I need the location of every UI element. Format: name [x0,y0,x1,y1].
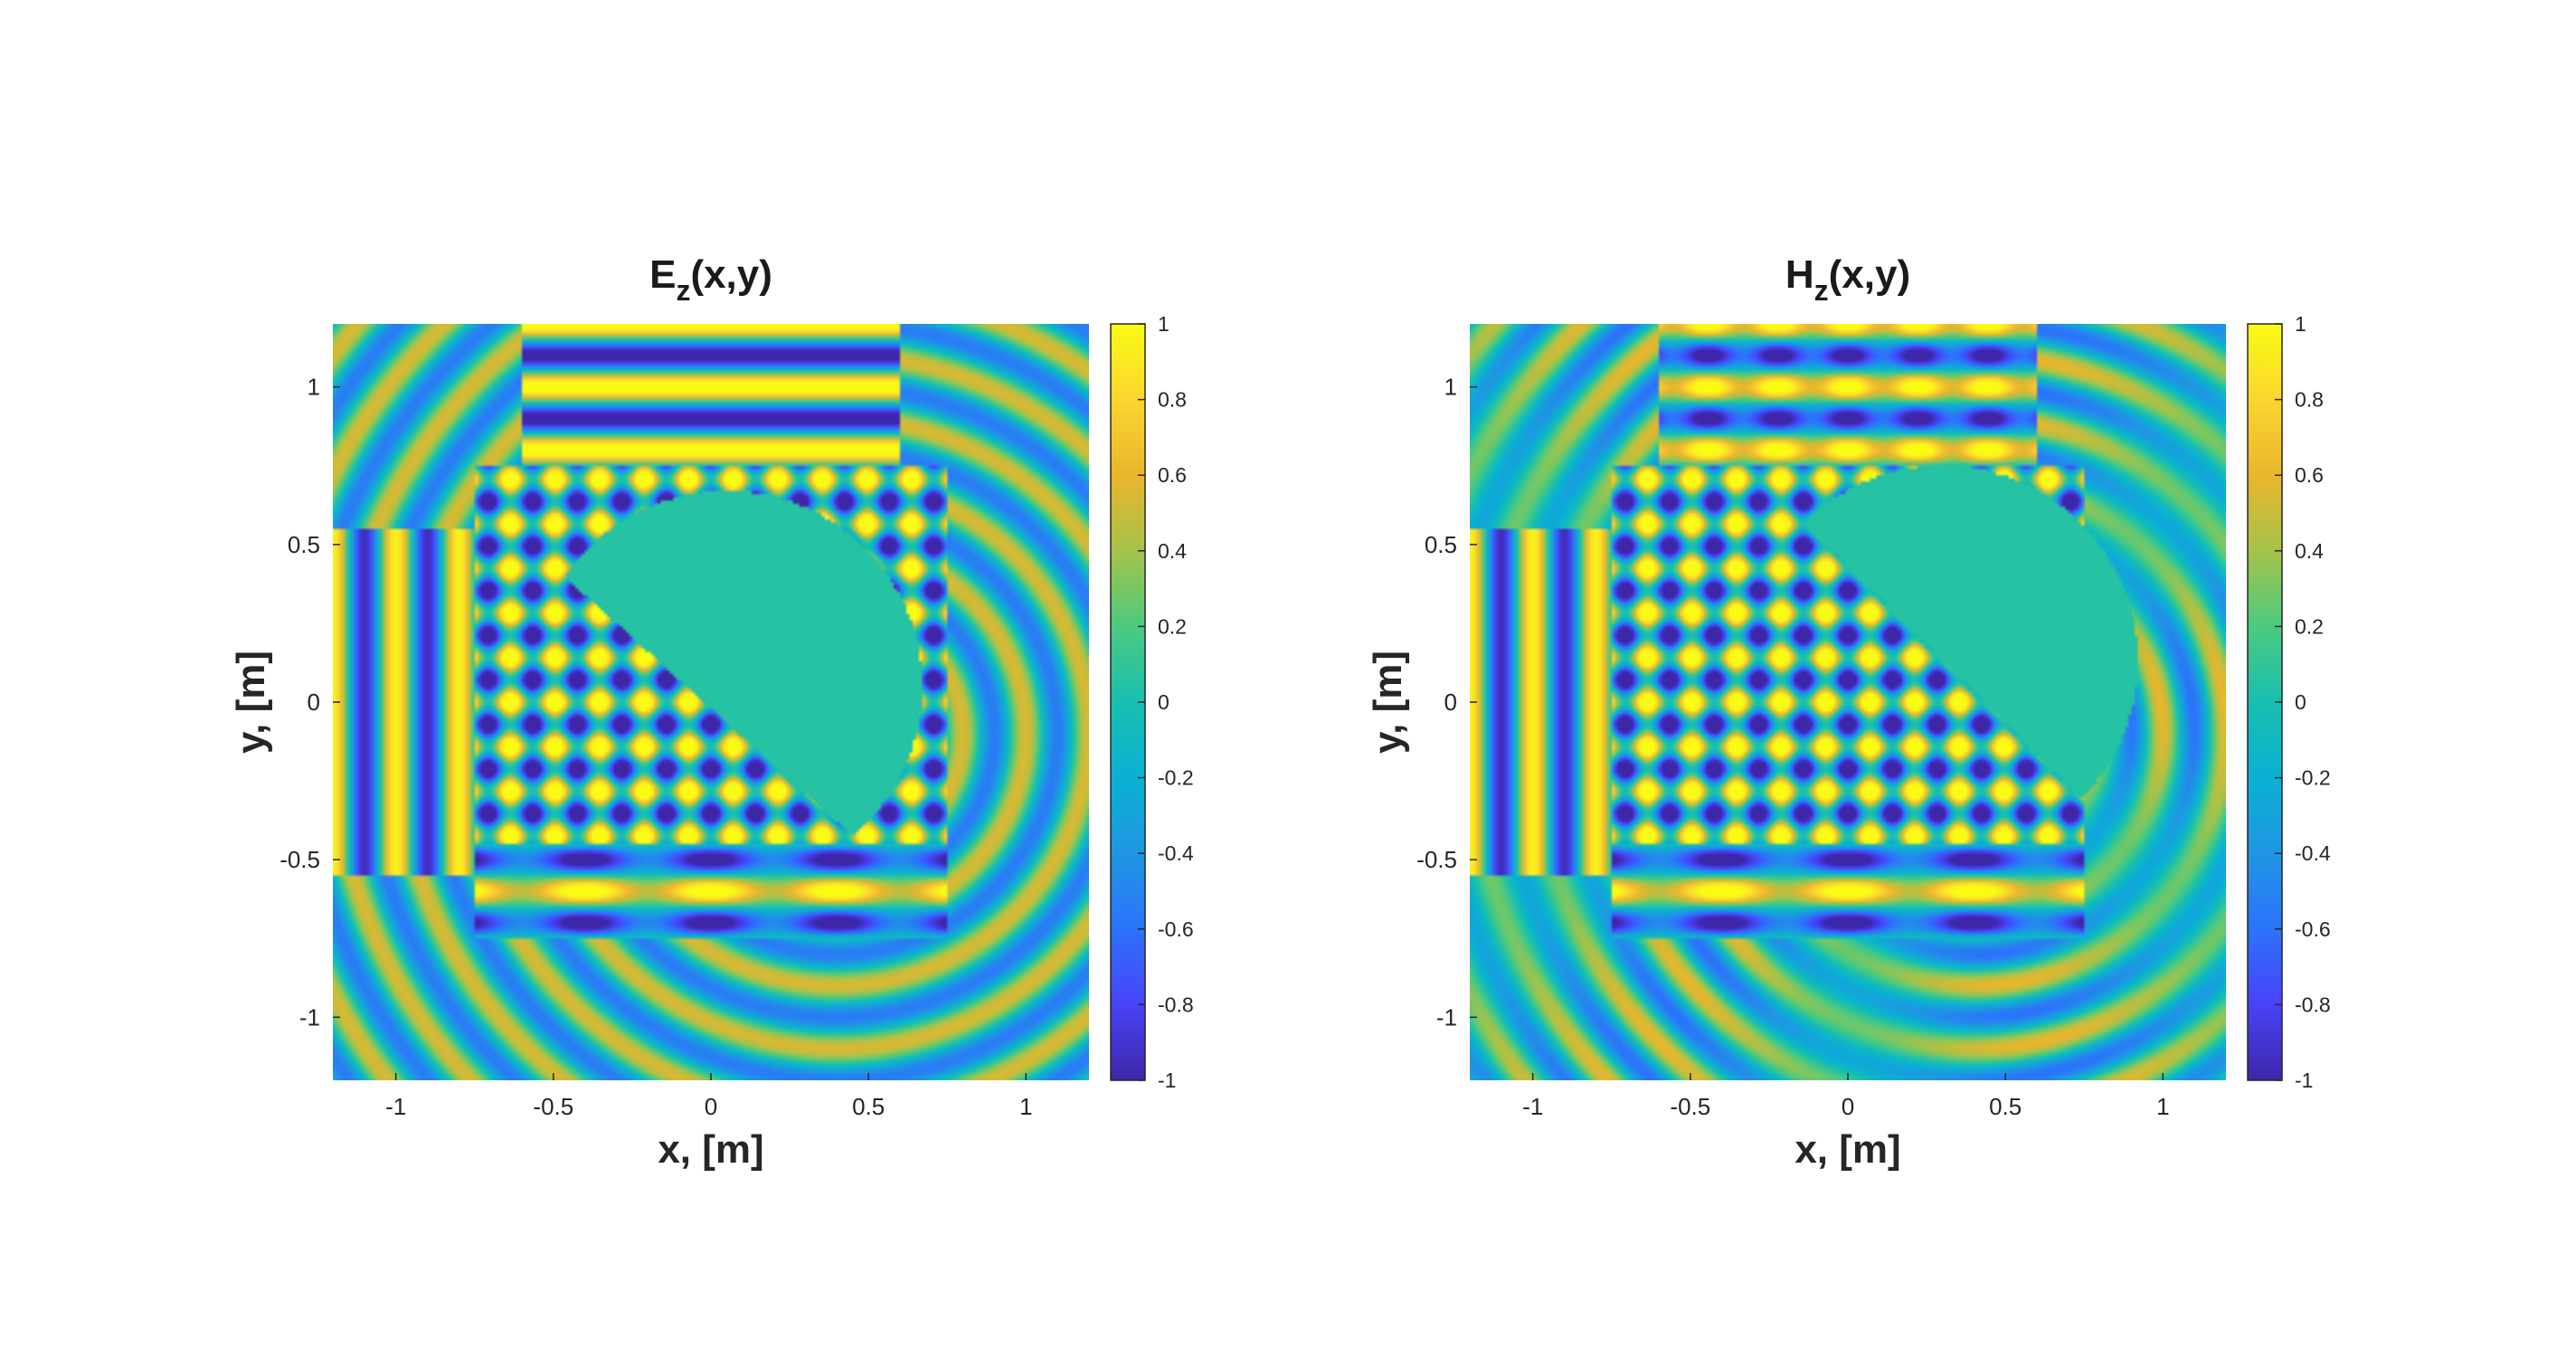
colorbar-tick-label: 0.4 [1158,539,1187,563]
x-axis-label: x, [m] [1795,1127,1900,1172]
colorbar-tick-label: 1 [2295,312,2306,336]
colorbar-tick-label: -0.8 [2295,993,2331,1016]
y-tick-label: 0.5 [288,531,320,558]
y-tick-label: 0 [308,689,320,716]
colorbar-tick-label: -0.8 [1158,993,1194,1016]
colorbar-tick-label: -0.6 [1158,917,1194,941]
panel-hz: Hz(x,y) -1 -0.5 0 0.5 1 -1 -0.5 0 0.5 1 x, [m] y,… [1366,252,2331,1172]
colorbar-tick-label: -1 [2295,1069,2313,1092]
x-tick-label: 1 [1019,1093,1032,1120]
y-tick-label: 0.5 [1425,531,1457,558]
y-tick-label: 1 [1444,374,1457,401]
colorbar-tick-label: 0.2 [1158,614,1187,638]
colorbar-tick-label: 0.6 [2295,463,2324,487]
y-tick-label: -1 [299,1003,320,1031]
x-tick-label: -1 [1522,1093,1543,1120]
chart-title: Ez(x,y) [649,252,772,307]
x-tick-label: 0 [1842,1093,1854,1120]
colorbar-tick-label: 0.8 [1158,388,1187,412]
x-axis-label: x, [m] [658,1127,763,1172]
colorbar-tick-label: -1 [1158,1069,1176,1092]
y-tick-label: -0.5 [279,846,320,873]
y-tick-label: 1 [308,374,320,401]
y-axis-label: y, [m] [1366,651,1410,754]
x-tick-label: -1 [385,1093,406,1120]
axis-ticks: -1 -0.5 0 0.5 1 -1 -0.5 0 0.5 1 [1416,374,2169,1120]
colorbar-tick-label: 0.8 [2295,388,2324,412]
heatmap-image [333,324,1089,1080]
colorbar-tick-label: 1 [1158,312,1170,336]
colorbar-ticks: -1 -0.8 -0.6 -0.4 -0.2 0 0.2 0.4 0.6 0.8 1 [2275,312,2331,1092]
colorbar-tick-label: -0.6 [2295,917,2331,941]
x-tick-label: 0.5 [1989,1093,2022,1120]
colorbar-tick-label: 0.6 [1158,463,1187,487]
colorbar-tick-label: -0.2 [1158,766,1194,790]
colorbar-tick-label: -0.4 [2295,841,2331,865]
x-tick-label: -0.5 [1670,1093,1710,1120]
x-tick-label: 0 [705,1093,717,1120]
y-tick-label: -0.5 [1416,846,1457,873]
colorbar-tick-label: 0.4 [2295,539,2324,563]
x-tick-label: -0.5 [533,1093,573,1120]
x-tick-label: 0.5 [852,1093,885,1120]
y-tick-label: 0 [1444,689,1457,716]
colorbar-tick-label: -0.2 [2295,766,2331,790]
heatmap-image [1470,324,2226,1080]
colorbar-ticks: -1 -0.8 -0.6 -0.4 -0.2 0 0.2 0.4 0.6 0.8 1 [1138,312,1194,1092]
y-tick-label: -1 [1436,1003,1457,1031]
x-tick-label: 1 [2156,1093,2169,1120]
chart-title: Hz(x,y) [1785,252,1910,307]
axis-ticks: -1 -0.5 0 0.5 1 -1 -0.5 0 0.5 1 [279,374,1032,1120]
panel-ez: Ez(x,y) -1 -0.5 0 0.5 1 -1 -0.5 0 0.5 1 x, [m] y,… [229,252,1194,1172]
y-axis-label: y, [m] [229,651,273,754]
colorbar-tick-label: 0 [1158,690,1170,714]
colorbar-tick-label: 0.2 [2295,614,2324,638]
colorbar-tick-label: -0.4 [1158,841,1194,865]
colorbar-tick-label: 0 [2295,690,2306,714]
